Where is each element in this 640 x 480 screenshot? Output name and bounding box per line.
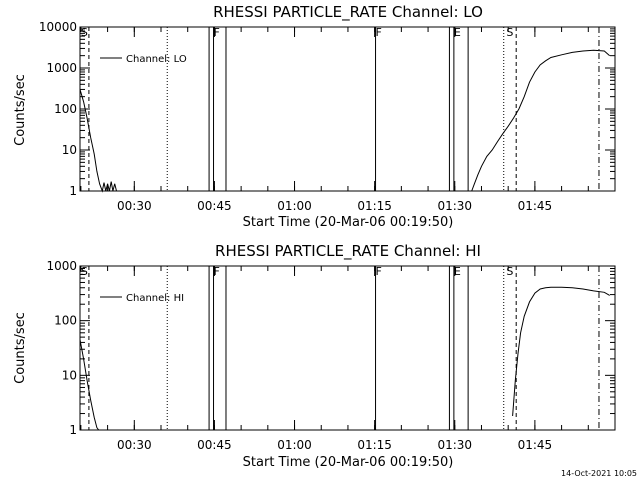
y-tick-label-hi: 100 xyxy=(54,314,77,328)
x-tick-label-hi: 01:30 xyxy=(437,438,472,452)
flag-label-hi: E xyxy=(454,265,461,278)
flag-label-hi: F xyxy=(376,265,382,278)
data-line-hi-1 xyxy=(512,286,610,417)
y-axis-label-lo: Counts/sec xyxy=(13,74,28,146)
chart-title-lo: RHESSI PARTICLE_RATE Channel: LO xyxy=(213,3,483,22)
flag-label-lo: S xyxy=(81,26,88,39)
y-tick-label-lo: 1 xyxy=(69,184,77,198)
legend-label-lo: Channel: LO xyxy=(126,54,187,65)
y-tick-label-hi: 1000 xyxy=(46,259,77,273)
x-tick-label-lo: 01:00 xyxy=(277,199,312,213)
x-tick-label-lo: 00:30 xyxy=(117,199,152,213)
y-tick-label-hi: 10 xyxy=(62,368,77,382)
x-tick-label-hi: 00:30 xyxy=(117,438,152,452)
x-tick-label-lo: 01:45 xyxy=(518,199,553,213)
flag-label-hi: F xyxy=(214,265,220,278)
x-tick-label-hi: 01:15 xyxy=(357,438,392,452)
data-line-lo-0 xyxy=(79,89,117,193)
x-tick-label-hi: 01:45 xyxy=(518,438,553,452)
y-tick-label-lo: 100 xyxy=(54,102,77,116)
flag-label-hi: S xyxy=(506,265,513,278)
timestamp-label: 14-Oct-2021 10:05 xyxy=(561,469,637,478)
y-tick-label-lo: 10 xyxy=(62,143,77,157)
legend-label-hi: Channel: HI xyxy=(126,293,184,304)
tick-layer-lo: 00:30 00:45 01:00 01:15 01:30 01:45 1 10 100 1000… xyxy=(39,20,615,213)
y-axis-label-hi: Counts/sec xyxy=(13,312,28,384)
data-line-lo-1 xyxy=(471,49,611,192)
x-tick-label-lo: 01:15 xyxy=(357,199,392,213)
lo-channel-panel: RHESSI PARTICLE_RATE Channel: LO Counts/… xyxy=(13,3,616,230)
data-line-hi-0 xyxy=(79,339,100,431)
chart-title-hi: RHESSI PARTICLE_RATE Channel: HI xyxy=(215,242,481,261)
plot-frame-hi xyxy=(79,265,616,431)
hi-channel-panel: RHESSI PARTICLE_RATE Channel: HI Counts/… xyxy=(13,242,616,470)
x-axis-label-lo: Start Time (20-Mar-06 00:19:50) xyxy=(243,215,454,230)
x-tick-label-hi: 00:45 xyxy=(197,438,232,452)
flag-label-hi: S xyxy=(81,265,88,278)
flag-label-lo: S xyxy=(506,26,513,39)
flag-label-lo: E xyxy=(454,26,461,39)
y-tick-label-lo: 1000 xyxy=(46,61,77,75)
y-tick-label-hi: 1 xyxy=(69,423,77,437)
plot-frame-lo xyxy=(79,26,616,192)
x-tick-label-lo: 00:45 xyxy=(197,199,232,213)
x-tick-label-hi: 01:00 xyxy=(277,438,312,452)
flag-label-lo: F xyxy=(376,26,382,39)
y-tick-label-lo: 10000 xyxy=(39,20,77,34)
x-tick-label-lo: 01:30 xyxy=(437,199,472,213)
tick-layer-hi: 00:30 00:45 01:00 01:15 01:30 01:45 1 10 100 1000 xyxy=(46,259,615,452)
x-axis-label-hi: Start Time (20-Mar-06 00:19:50) xyxy=(243,455,454,470)
flag-label-lo: F xyxy=(214,26,220,39)
